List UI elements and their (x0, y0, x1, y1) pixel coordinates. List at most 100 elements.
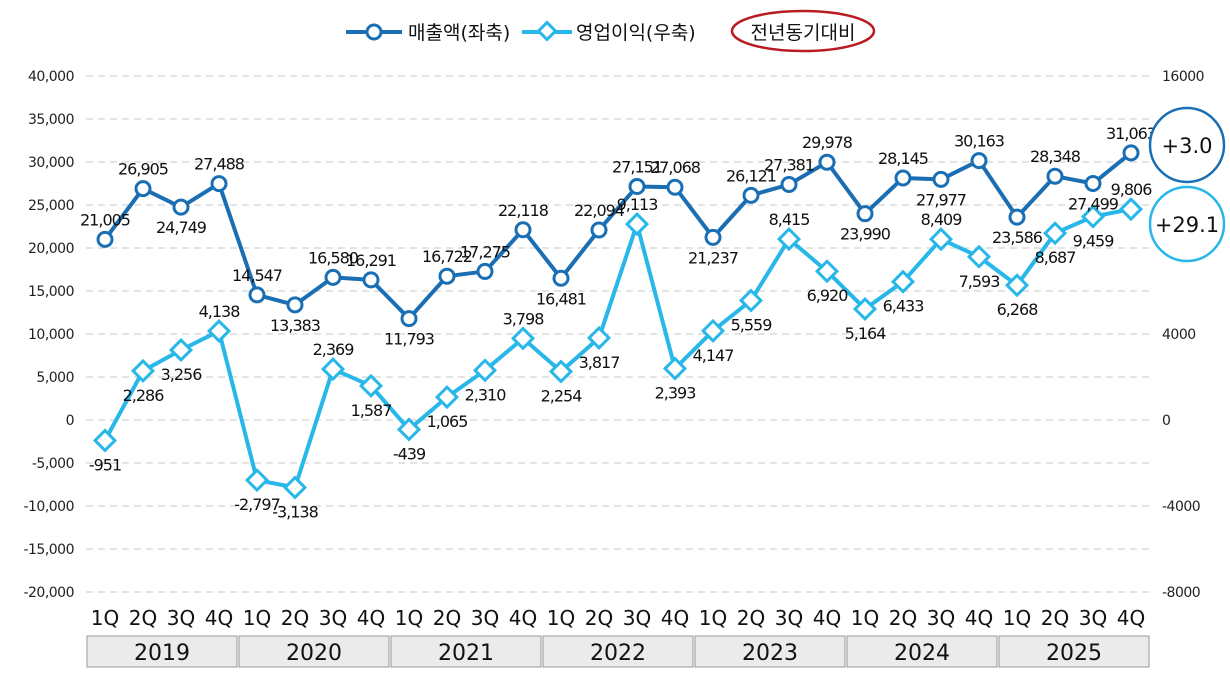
revenue-point (742, 186, 760, 204)
revenue-data-label: 21,005 (80, 210, 130, 229)
revenue-point (1046, 167, 1064, 185)
left-tick-label: -5,000 (32, 456, 74, 472)
year-label: 2025 (1046, 641, 1102, 666)
revenue-line (103, 151, 1133, 321)
operating-profit-data-label: 2,286 (123, 386, 165, 405)
left-tick-label: 10,000 (28, 327, 74, 343)
quarter-label: 2Q (585, 606, 613, 630)
revenue-point (970, 152, 988, 170)
data-labels: 21,005 26,905 24,749 27,488 14,547 13,383 16,5… (80, 124, 1157, 522)
right-axis-ticks: 1600012000800040000-4000-8000 (1162, 69, 1205, 601)
operating-profit-point (586, 325, 612, 350)
revenue-point (628, 178, 646, 196)
quarter-label: 3Q (1079, 606, 1107, 630)
revenue-point (1008, 208, 1026, 226)
revenue-point (248, 286, 266, 304)
right-tick-label: -8000 (1162, 585, 1200, 601)
year-label: 2023 (742, 641, 798, 666)
revenue-point (932, 170, 950, 188)
revenue-point (894, 169, 912, 187)
revenue-data-label: 29,978 (802, 133, 853, 152)
year-box (390, 635, 542, 668)
yoy-badge-label: +3.0 (1162, 134, 1213, 158)
revenue-data-label: 17,275 (460, 242, 510, 261)
operating-profit-data-label: 8,409 (921, 210, 963, 229)
year-box (86, 635, 238, 668)
quarter-label: 3Q (927, 606, 955, 630)
left-tick-label: -10,000 (23, 499, 74, 515)
revenue-point (134, 180, 152, 198)
operating-profit-data-label: 2,254 (541, 387, 583, 406)
revenue-point (438, 267, 456, 285)
yoy-badge-label: +29.1 (1155, 213, 1219, 237)
operating-profit-data-label: 6,920 (807, 286, 849, 305)
operating-profit-point (890, 269, 916, 294)
operating-profit-point (358, 373, 384, 398)
legend-ellipse-marker (730, 9, 876, 53)
yoy-badge-circle (1148, 185, 1226, 263)
legend-item-operating-profit: 영업이익(우축) (522, 20, 696, 44)
legend-item-yoy: 전년동기대비 (730, 9, 876, 53)
right-tick-label: -4000 (1162, 499, 1200, 515)
revenue-data-label: 23,586 (992, 228, 1043, 247)
revenue-data-label: 27,068 (650, 158, 701, 177)
revenue-data-label: 27,488 (194, 155, 245, 174)
year-label: 2020 (286, 641, 342, 666)
quarter-label: 2Q (281, 606, 309, 630)
operating-profit-point (928, 227, 954, 252)
quarter-label: 3Q (319, 606, 347, 630)
revenue-data-label: 22,118 (498, 201, 549, 220)
right-tick-label: 4000 (1162, 327, 1196, 343)
revenue-data-label: 31,063 (1106, 124, 1156, 143)
revenue-data-label: 27,977 (916, 190, 966, 209)
operating-profit-point (130, 358, 156, 383)
year-box (998, 635, 1150, 668)
operating-profit-data-label: 3,817 (579, 353, 620, 372)
year-box (238, 635, 390, 668)
revenue-data-label: 26,905 (118, 160, 168, 179)
operating-profit-line (103, 207, 1132, 490)
quarter-label: 1Q (243, 606, 271, 630)
operating-profit-point (320, 357, 346, 382)
left-tick-label: 0 (66, 413, 74, 429)
left-tick-label: 35,000 (28, 112, 74, 128)
series-lines (103, 151, 1133, 490)
operating-profit-data-label: 6,433 (883, 297, 924, 316)
operating-profit-point (1042, 221, 1068, 246)
revenue-point (780, 176, 798, 194)
left-tick-label: 40,000 (28, 69, 74, 85)
quarter-label: 1Q (851, 606, 879, 630)
revenue-data-label: 28,145 (878, 149, 928, 168)
legend-item-revenue: 매출액(좌축) (346, 22, 510, 44)
operating-profit-point (700, 318, 726, 343)
quarter-label: 2Q (737, 606, 765, 630)
quarter-label: 3Q (471, 606, 499, 630)
operating-profit-data-label: 1,065 (427, 412, 468, 431)
revenue-point (704, 228, 722, 246)
left-tick-label: -20,000 (23, 585, 74, 601)
quarter-label: 2Q (433, 606, 461, 630)
operating-profit-point (396, 417, 422, 442)
year-box (694, 635, 846, 668)
revenue-point (96, 230, 114, 248)
quarter-label: 4Q (357, 606, 385, 630)
revenue-point (666, 178, 684, 196)
revenue-data-label: 16,291 (346, 251, 396, 270)
revenue-point (856, 205, 874, 223)
operating-profit-point (776, 227, 802, 252)
left-tick-label: 15,000 (28, 284, 74, 300)
right-tick-label: 16000 (1162, 69, 1204, 85)
legend-label-revenue: 매출액(좌축) (408, 22, 510, 44)
quarter-label: 3Q (167, 606, 195, 630)
legend: 매출액(좌축) 영업이익(우축) 전년동기대비 (346, 9, 876, 53)
year-label: 2021 (438, 641, 494, 666)
revenue-data-label: 26,121 (726, 166, 776, 185)
operating-profit-data-label: 4,138 (199, 302, 241, 321)
revenue-point (514, 221, 532, 239)
quarter-label: 4Q (813, 606, 841, 630)
quarter-label: 4Q (965, 606, 993, 630)
operating-profit-data-label: 3,798 (503, 309, 545, 328)
operating-profit-point (624, 212, 650, 237)
legend-circle-marker (365, 23, 383, 41)
